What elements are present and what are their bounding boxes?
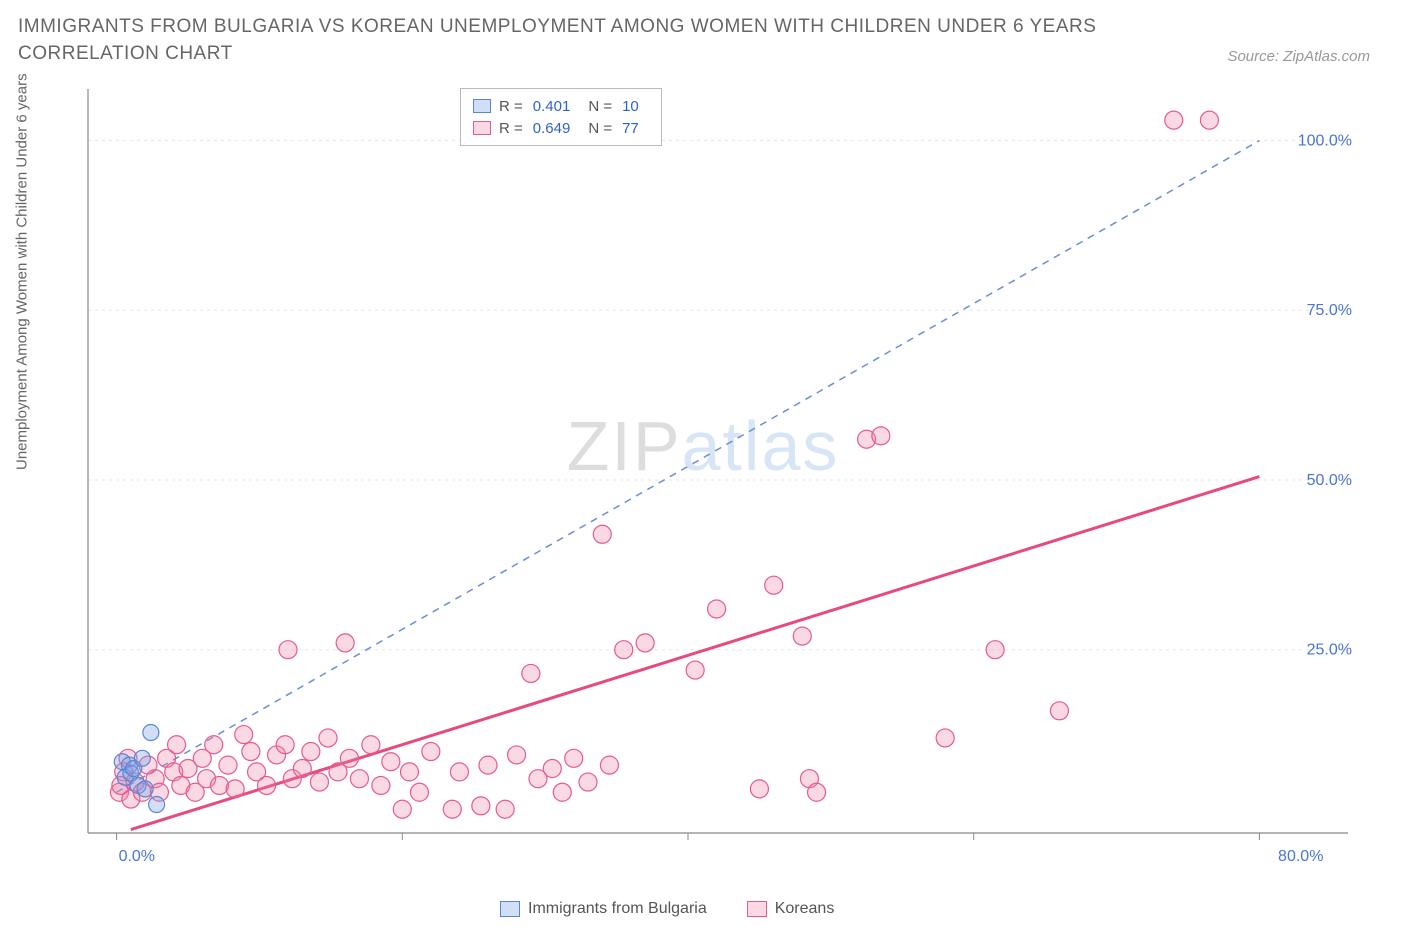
- svg-text:25.0%: 25.0%: [1307, 642, 1352, 659]
- svg-text:75.0%: 75.0%: [1307, 302, 1352, 319]
- stat-legend: R = 0.401 N = 10 R = 0.649 N = 77: [460, 88, 662, 146]
- stat-n-label: N =: [588, 98, 612, 115]
- svg-text:80.0%: 80.0%: [1278, 848, 1323, 865]
- stat-r-label: R =: [499, 120, 523, 137]
- legend-swatch-icon: [473, 121, 491, 135]
- stat-n-label: N =: [588, 120, 612, 137]
- legend-swatch-icon: [500, 901, 520, 917]
- legend-swatch-icon: [747, 901, 767, 917]
- stat-legend-row: R = 0.649 N = 77: [473, 117, 649, 139]
- svg-text:0.0%: 0.0%: [119, 848, 155, 865]
- bottom-legend: Immigrants from Bulgaria Koreans: [500, 900, 834, 918]
- legend-swatch-icon: [473, 99, 491, 113]
- legend-item: Immigrants from Bulgaria: [500, 900, 707, 918]
- stat-r-label: R =: [499, 98, 523, 115]
- chart-title: IMMIGRANTS FROM BULGARIA VS KOREAN UNEMP…: [18, 14, 1118, 67]
- svg-text:100.0%: 100.0%: [1298, 133, 1352, 150]
- legend-label: Koreans: [775, 900, 835, 918]
- plot-area: 25.0% 50.0% 75.0% 100.0% 0.0% 80.0%: [60, 85, 1360, 875]
- stat-r-value: 0.401: [533, 98, 571, 115]
- svg-text:50.0%: 50.0%: [1307, 472, 1352, 489]
- y-axis-label: Unemployment Among Women with Children U…: [14, 73, 31, 470]
- stat-legend-row: R = 0.401 N = 10: [473, 95, 649, 117]
- chart-container: IMMIGRANTS FROM BULGARIA VS KOREAN UNEMP…: [0, 0, 1406, 930]
- stat-r-value: 0.649: [533, 120, 571, 137]
- legend-item: Koreans: [747, 900, 835, 918]
- legend-label: Immigrants from Bulgaria: [528, 900, 707, 918]
- scatter-chart-svg: 25.0% 50.0% 75.0% 100.0% 0.0% 80.0%: [60, 85, 1360, 875]
- stat-n-value: 77: [622, 120, 639, 137]
- source-label: Source: ZipAtlas.com: [1227, 48, 1370, 65]
- stat-n-value: 10: [622, 98, 639, 115]
